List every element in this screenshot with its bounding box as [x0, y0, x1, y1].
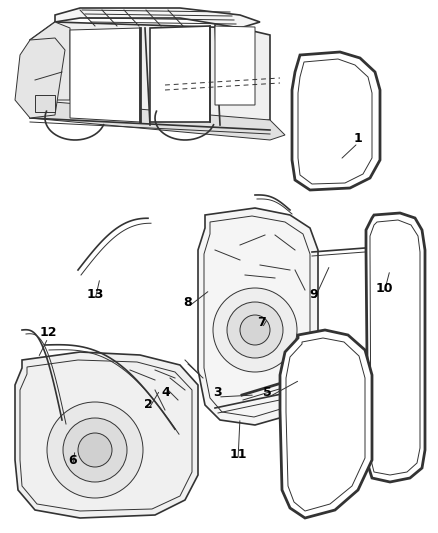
Text: 10: 10 — [375, 281, 393, 295]
Circle shape — [240, 315, 270, 345]
Polygon shape — [55, 8, 260, 28]
Polygon shape — [70, 28, 140, 122]
Text: 11: 11 — [229, 448, 247, 462]
Text: 9: 9 — [310, 288, 318, 302]
Polygon shape — [35, 95, 55, 112]
Text: 13: 13 — [86, 288, 104, 302]
Circle shape — [227, 302, 283, 358]
Polygon shape — [150, 26, 210, 122]
Polygon shape — [370, 220, 420, 475]
Polygon shape — [298, 59, 372, 184]
Polygon shape — [15, 352, 198, 518]
Circle shape — [63, 418, 127, 482]
Polygon shape — [15, 38, 65, 118]
Polygon shape — [30, 22, 270, 125]
Text: 4: 4 — [162, 385, 170, 399]
Text: 7: 7 — [258, 317, 266, 329]
Text: 6: 6 — [69, 454, 78, 466]
Polygon shape — [286, 338, 365, 511]
Text: 12: 12 — [39, 327, 57, 340]
Polygon shape — [280, 330, 372, 518]
Polygon shape — [30, 100, 285, 140]
Text: 2: 2 — [144, 399, 152, 411]
Text: 5: 5 — [263, 386, 272, 400]
Circle shape — [47, 402, 143, 498]
Circle shape — [78, 433, 112, 467]
Polygon shape — [292, 52, 380, 190]
Text: 1: 1 — [353, 132, 362, 144]
Circle shape — [213, 288, 297, 372]
Polygon shape — [366, 213, 425, 482]
Polygon shape — [215, 26, 255, 105]
Text: 3: 3 — [214, 385, 223, 399]
Polygon shape — [198, 208, 318, 425]
Text: 8: 8 — [184, 295, 192, 309]
Polygon shape — [30, 22, 70, 100]
